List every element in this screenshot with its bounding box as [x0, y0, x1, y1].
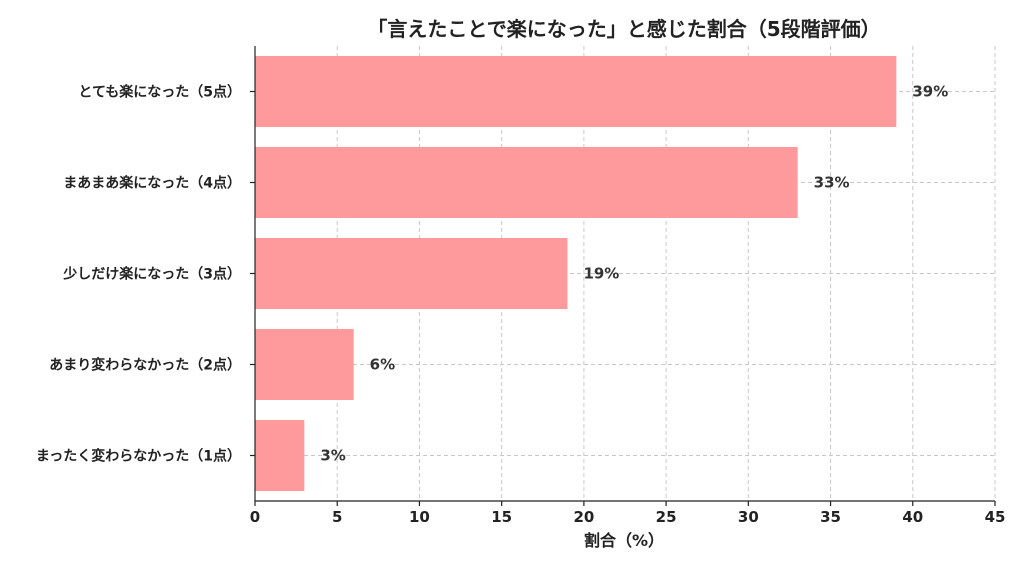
x-axis-label: 割合（%）: [584, 531, 664, 550]
data-label: 3%: [320, 447, 345, 465]
bar: [255, 238, 568, 309]
bar: [255, 420, 305, 491]
data-label: 33%: [814, 174, 850, 192]
x-tick-label: 0: [250, 508, 260, 526]
x-tick-label: 40: [902, 508, 923, 526]
category-label: まったく変わらなかった（1点）: [36, 448, 241, 465]
bar: [255, 56, 897, 127]
x-tick-label: 20: [573, 508, 594, 526]
x-tick-label: 35: [820, 508, 841, 526]
bars-layer: [255, 56, 897, 491]
bar: [255, 329, 354, 400]
x-tick-label: 45: [985, 508, 1006, 526]
category-label: まあまあ楽になった（4点）: [63, 175, 241, 192]
category-label: あまり変わらなかった（2点）: [49, 357, 241, 374]
chart-title: 「言えたことで楽になった」と感じた割合（5段階評価）: [367, 17, 880, 41]
category-label: とても楽になった（5点）: [78, 84, 241, 101]
category-label: 少しだけ楽になった（3点）: [62, 266, 241, 283]
x-ticks: 0 5 10 15 20 25 30 35 40 45: [250, 501, 1006, 526]
y-categories: とても楽になった（5点） まあまあ楽になった（4点） 少しだけ楽になった（3点） あま…: [36, 84, 255, 465]
data-label: 19%: [583, 265, 619, 283]
x-tick-label: 15: [491, 508, 512, 526]
labels-layer: 39% 33% 19% 6% 3%: [320, 83, 948, 465]
x-tick-label: 10: [409, 508, 430, 526]
x-tick-label: 30: [738, 508, 759, 526]
data-label: 6%: [370, 356, 395, 374]
x-tick-label: 25: [656, 508, 677, 526]
data-label: 39%: [912, 83, 948, 101]
x-tick-label: 5: [332, 508, 342, 526]
bar: [255, 147, 798, 218]
